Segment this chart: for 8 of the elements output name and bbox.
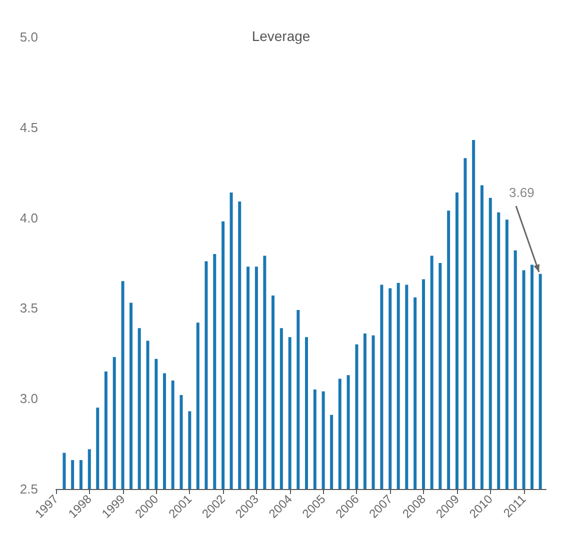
y-tick-label: 4.0 xyxy=(20,210,38,226)
y-tick-label: 4.5 xyxy=(20,120,38,135)
chart-title: Leverage xyxy=(252,28,310,44)
y-tick-label: 3.5 xyxy=(20,300,38,316)
annotation: 3.69 xyxy=(509,184,534,200)
y-tick-label: 5.0 xyxy=(20,30,38,44)
y-tick-label: 2.5 xyxy=(20,482,38,496)
y-tick-label: 3.0 xyxy=(20,391,38,406)
